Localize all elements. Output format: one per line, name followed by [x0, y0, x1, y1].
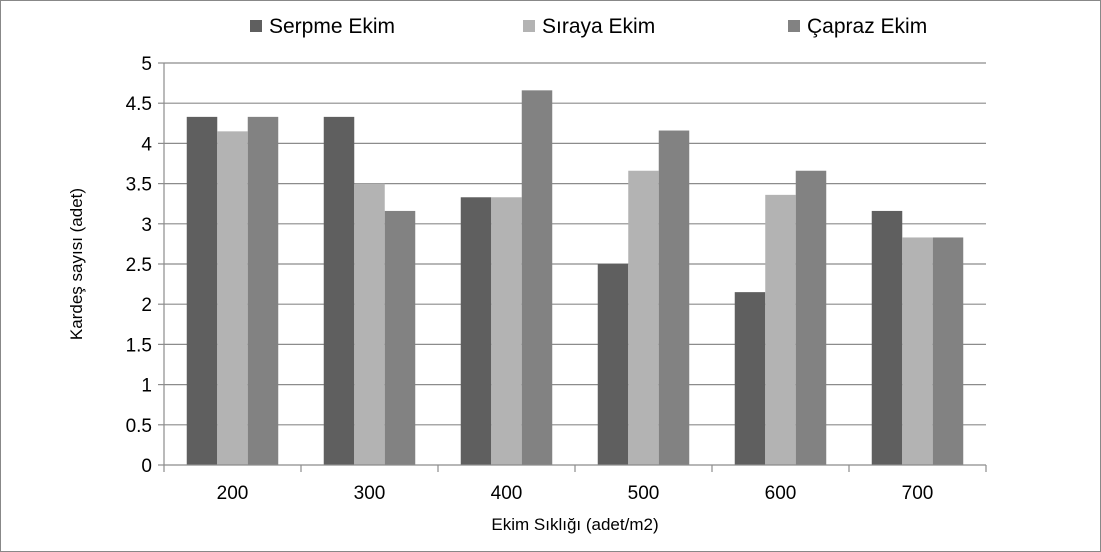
x-tick-label: 600 — [765, 483, 797, 504]
bar — [765, 194, 796, 465]
bar — [354, 183, 385, 465]
y-tick-labels: 0 0.5 1 1.5 2 2.5 3 3.5 4 4.5 5 — [126, 54, 153, 477]
legend-swatch — [523, 20, 535, 32]
legend-label: Serpme Ekim — [269, 15, 395, 38]
legend-label: Çapraz Ekim — [807, 15, 927, 38]
bar — [628, 170, 659, 465]
x-axis-title: Ekim Sıklığı (adet/m2) — [491, 515, 658, 534]
x-tick-label: 400 — [491, 483, 523, 504]
legend-label: Sıraya Ekim — [542, 15, 655, 38]
bar — [734, 292, 766, 465]
y-tick-label: 3.5 — [126, 175, 152, 196]
y-tick-label: 5 — [141, 54, 152, 75]
y-tick-label: 4.5 — [126, 94, 152, 115]
bars — [186, 90, 964, 466]
legend-item: Çapraz Ekim — [788, 15, 927, 38]
bar — [932, 237, 964, 465]
bar — [247, 116, 279, 466]
bar — [795, 170, 827, 465]
bar — [186, 116, 218, 466]
bar — [658, 130, 690, 465]
bar — [902, 237, 933, 465]
y-tick-label: 1 — [141, 376, 152, 397]
bar — [521, 90, 553, 465]
bar — [217, 131, 248, 465]
y-tick-label: 1.5 — [126, 335, 152, 356]
y-axis-title: Kardeş sayısı (adet) — [67, 188, 86, 340]
axes — [158, 62, 987, 472]
y-tick-label: 4 — [141, 134, 152, 155]
x-tick-label: 300 — [354, 483, 386, 504]
bar — [460, 197, 492, 465]
legend: Serpme Ekim Sıraya Ekim Çapraz Ekim — [250, 15, 927, 38]
bar — [597, 264, 629, 465]
gridlines — [164, 62, 986, 426]
y-tick-label: 0 — [141, 456, 152, 477]
bar — [871, 210, 903, 465]
legend-swatch — [250, 20, 262, 32]
legend-swatch — [788, 20, 800, 32]
x-tick-label: 500 — [628, 483, 660, 504]
y-tick-label: 2.5 — [126, 255, 152, 276]
bar — [384, 210, 416, 465]
y-tick-label: 0.5 — [126, 416, 152, 437]
x-tick-label: 700 — [902, 483, 934, 504]
bar — [323, 116, 355, 466]
y-tick-label: 2 — [141, 295, 152, 316]
y-tick-label: 3 — [141, 215, 152, 236]
x-tick-label: 200 — [217, 483, 249, 504]
x-tick-labels: 200 300 400 500 600 700 — [217, 483, 934, 504]
bar — [491, 197, 522, 465]
legend-item: Serpme Ekim — [250, 15, 395, 38]
legend-item: Sıraya Ekim — [523, 15, 655, 38]
